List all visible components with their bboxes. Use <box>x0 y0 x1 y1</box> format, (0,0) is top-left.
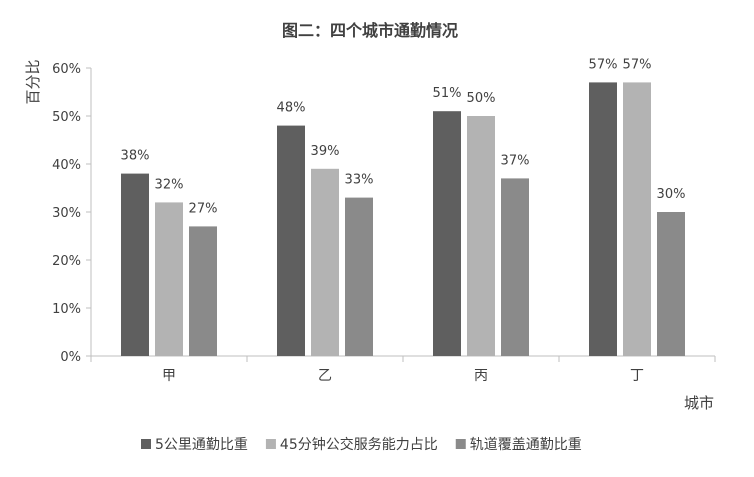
y-tick-label: 50% <box>52 110 81 125</box>
data-label: 48% <box>277 101 306 116</box>
bar <box>155 202 183 356</box>
bar <box>501 178 529 356</box>
bar <box>433 111 461 356</box>
bars-group: 38% 32% 27% 48% 39% 33% 51% 50% 37% 57% 57% 30% <box>121 57 686 357</box>
y-tick-label: 10% <box>52 302 81 317</box>
bar <box>467 116 495 356</box>
x-tick-label: 甲 <box>162 368 176 384</box>
bar <box>345 197 373 356</box>
bar <box>189 226 217 356</box>
bar <box>589 82 617 357</box>
x-tick-label: 丙 <box>474 368 488 384</box>
y-tick-label: 0% <box>60 350 81 365</box>
data-label: 57% <box>589 57 618 72</box>
legend-label: 5公里通勤比重 <box>155 437 248 453</box>
data-label: 39% <box>311 144 340 159</box>
bar <box>657 212 685 356</box>
x-tick-label: 乙 <box>318 368 332 384</box>
y-tick-label: 40% <box>52 158 81 173</box>
data-label: 33% <box>345 173 374 188</box>
legend-swatch <box>455 439 466 449</box>
x-tick-label: 丁 <box>630 368 644 384</box>
axes: 0% 10% 20% 30% 40% 50% 60% 甲 乙 丙 丁 <box>52 62 716 384</box>
data-label: 57% <box>623 57 652 72</box>
chart-title: 图二：四个城市通勤情况 <box>282 21 458 40</box>
bar <box>121 173 149 356</box>
x-axis-label: 城市 <box>684 394 714 412</box>
legend: 5公里通勤比重 45分钟公交服务能力占比 轨道覆盖通勤比重 <box>141 436 582 453</box>
legend-swatch <box>141 439 151 449</box>
data-label: 30% <box>657 187 686 202</box>
bar <box>277 125 305 356</box>
bar <box>311 168 339 356</box>
y-tick-label: 20% <box>52 254 81 269</box>
y-tick-label: 30% <box>52 206 81 221</box>
data-label: 32% <box>155 177 184 192</box>
data-label: 27% <box>189 201 218 216</box>
data-label: 51% <box>433 86 462 101</box>
y-axis-label: 百分比 <box>24 59 42 104</box>
legend-label: 轨道覆盖通勤比重 <box>470 437 582 453</box>
data-label: 50% <box>467 91 496 106</box>
legend-swatch <box>265 439 276 449</box>
y-tick-label: 60% <box>52 62 81 77</box>
bar <box>623 82 651 357</box>
data-label: 37% <box>501 153 530 168</box>
data-label: 38% <box>121 149 150 164</box>
legend-label: 45分钟公交服务能力占比 <box>280 436 438 453</box>
